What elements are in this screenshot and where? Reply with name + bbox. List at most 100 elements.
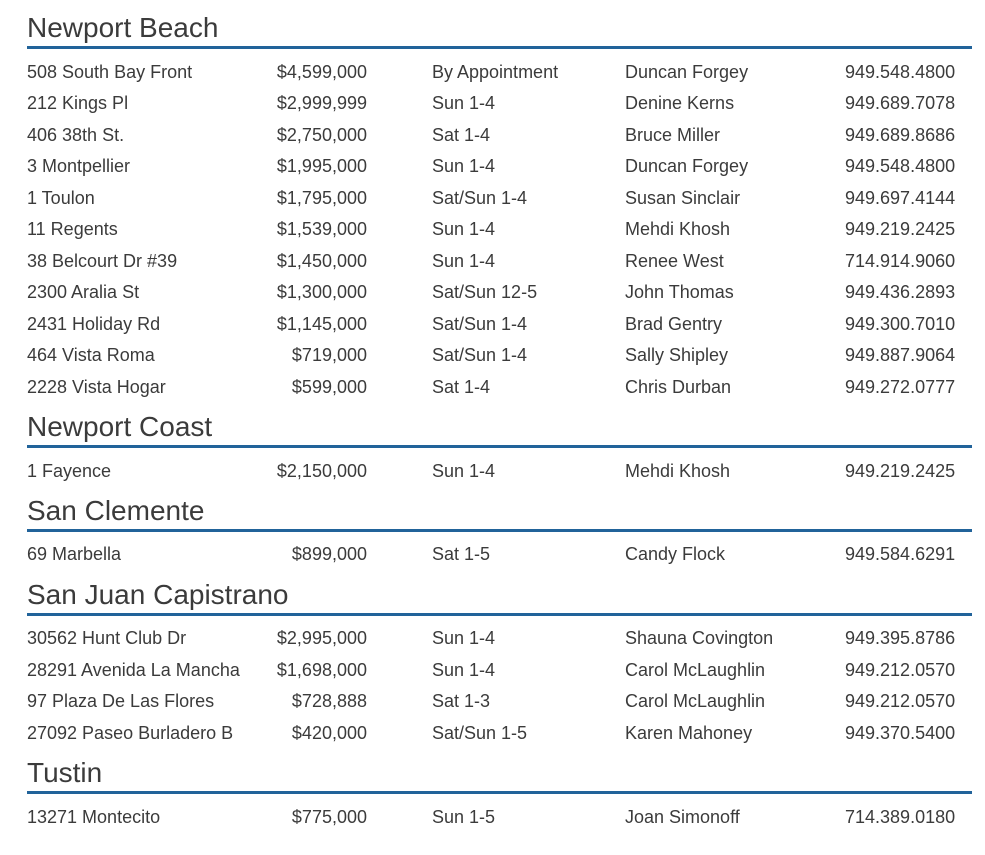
agent-name: Carol McLaughlin — [625, 691, 766, 712]
listing-address: 2431 Holiday Rd — [27, 313, 161, 334]
open-house-time: Sat 1-4 — [432, 376, 491, 397]
listing-row: 11 Regents $1,539,000 Sun 1-4 Mehdi Khos… — [27, 214, 972, 246]
listing-address: 1 Fayence — [27, 460, 112, 481]
agent-name: Renee West — [625, 250, 724, 271]
agent-phone: 949.212.0570 — [845, 659, 956, 680]
agent-name: Denine Kerns — [625, 93, 735, 114]
listing-price: $719,000 — [291, 345, 367, 366]
agent-name: Susan Sinclair — [625, 187, 741, 208]
listing-price: $2,999,999 — [276, 93, 367, 114]
listing-rows: 508 South Bay Front $4,599,000 By Appoin… — [27, 49, 972, 406]
listing-price: $1,539,000 — [276, 219, 367, 240]
open-house-time: Sun 1-4 — [432, 628, 496, 649]
listing-row: 2228 Vista Hogar $599,000 Sat 1-4 Chris … — [27, 371, 972, 403]
listing-row: 2431 Holiday Rd $1,145,000 Sat/Sun 1-4 B… — [27, 308, 972, 340]
agent-phone: 949.219.2425 — [845, 219, 956, 240]
listing-row: 212 Kings Pl $2,999,999 Sun 1-4 Denine K… — [27, 88, 972, 120]
listing-row: 2300 Aralia St $1,300,000 Sat/Sun 12-5 J… — [27, 277, 972, 309]
open-house-time: Sun 1-4 — [432, 156, 496, 177]
listing-price: $2,750,000 — [276, 124, 367, 145]
open-house-time: Sun 1-4 — [432, 219, 496, 240]
open-house-time: Sat/Sun 1-4 — [432, 187, 528, 208]
listing-row: 1 Fayence $2,150,000 Sun 1-4 Mehdi Khosh… — [27, 455, 972, 487]
listing-address: 69 Marbella — [27, 544, 122, 565]
open-house-time: By Appointment — [432, 61, 559, 82]
listing-address: 3 Montpellier — [27, 156, 131, 177]
listing-address: 2300 Aralia St — [27, 282, 140, 303]
agent-phone: 949.887.9064 — [845, 345, 956, 366]
agent-phone: 714.389.0180 — [845, 806, 956, 827]
agent-name: Chris Durban — [625, 376, 732, 397]
listing-price: $728,888 — [291, 691, 367, 712]
listing-address: 38 Belcourt Dr #39 — [27, 250, 178, 271]
open-house-time: Sat/Sun 1-5 — [432, 722, 528, 743]
listing-price: $1,795,000 — [276, 187, 367, 208]
agent-phone: 949.548.4800 — [845, 156, 956, 177]
listing-rows: 13271 Montecito $775,000 Sun 1-5 Joan Si… — [27, 794, 972, 836]
listing-row: 97 Plaza De Las Flores $728,888 Sat 1-3 … — [27, 686, 972, 718]
listing-address: 13271 Montecito — [27, 806, 161, 827]
listing-row: 1 Toulon $1,795,000 Sat/Sun 1-4 Susan Si… — [27, 182, 972, 214]
listing-rows: 1 Fayence $2,150,000 Sun 1-4 Mehdi Khosh… — [27, 448, 972, 490]
open-house-time: Sun 1-4 — [432, 93, 496, 114]
listing-price: $2,995,000 — [276, 628, 367, 649]
listing-address: 28291 Avenida La Mancha — [27, 659, 240, 680]
city-section: San Clemente 69 Marbella $899,000 Sat 1-… — [27, 495, 972, 574]
listing-address: 508 South Bay Front — [27, 61, 193, 82]
listing-address: 97 Plaza De Las Flores — [27, 691, 215, 712]
listing-address: 11 Regents — [27, 219, 118, 240]
agent-phone: 949.212.0570 — [845, 691, 956, 712]
agent-phone: 949.697.4144 — [845, 187, 956, 208]
listing-price: $1,698,000 — [276, 659, 367, 680]
listing-address: 2228 Vista Hogar — [27, 376, 166, 397]
listing-row: 3 Montpellier $1,995,000 Sun 1-4 Duncan … — [27, 151, 972, 183]
listing-row: 508 South Bay Front $4,599,000 By Appoin… — [27, 56, 972, 88]
city-section: Newport Coast 1 Fayence $2,150,000 Sun 1… — [27, 412, 972, 490]
listing-address: 406 38th St. — [27, 124, 125, 145]
open-house-time: Sat/Sun 1-4 — [432, 345, 528, 366]
agent-phone: 949.272.0777 — [845, 376, 956, 397]
agent-phone: 949.689.7078 — [845, 93, 956, 114]
agent-name: Joan Simonoff — [625, 806, 740, 827]
agent-phone: 949.584.6291 — [845, 544, 956, 565]
agent-phone: 949.395.8786 — [845, 628, 956, 649]
agent-name: Bruce Miller — [625, 124, 721, 145]
listing-address: 464 Vista Roma — [27, 345, 155, 366]
listing-row: 30562 Hunt Club Dr $2,995,000 Sun 1-4 Sh… — [27, 623, 972, 655]
city-section: Tustin 13271 Montecito $775,000 Sun 1-5 … — [27, 758, 972, 836]
listing-price: $1,145,000 — [276, 313, 367, 334]
agent-name: Sally Shipley — [625, 345, 729, 366]
listing-price: $899,000 — [291, 544, 367, 565]
agent-name: Brad Gentry — [625, 313, 723, 334]
agent-name: Shauna Covington — [625, 628, 774, 649]
agent-name: John Thomas — [625, 282, 734, 303]
agent-phone: 949.548.4800 — [845, 61, 956, 82]
listing-address: 27092 Paseo Burladero B — [27, 722, 234, 743]
listing-price: $1,995,000 — [276, 156, 367, 177]
agent-name: Mehdi Khosh — [625, 219, 731, 240]
open-house-time: Sat/Sun 12-5 — [432, 282, 538, 303]
listing-row: 38 Belcourt Dr #39 $1,450,000 Sun 1-4 Re… — [27, 245, 972, 277]
open-house-time: Sun 1-5 — [432, 806, 496, 827]
listing-row: 28291 Avenida La Mancha $1,698,000 Sun 1… — [27, 655, 972, 687]
agent-phone: 949.436.2893 — [845, 282, 956, 303]
listing-rows: 30562 Hunt Club Dr $2,995,000 Sun 1-4 Sh… — [27, 616, 972, 752]
city-section: San Juan Capistrano 30562 Hunt Club Dr $… — [27, 579, 972, 752]
open-house-time: Sat 1-5 — [432, 544, 491, 565]
open-house-time: Sun 1-4 — [432, 460, 496, 481]
listing-row: 406 38th St. $2,750,000 Sat 1-4 Bruce Mi… — [27, 119, 972, 151]
open-house-listing-page: Newport Beach 508 South Bay Front $4,599… — [27, 13, 972, 836]
listing-row: 464 Vista Roma $719,000 Sat/Sun 1-4 Sall… — [27, 340, 972, 372]
city-heading: San Juan Capistrano — [27, 579, 972, 617]
open-house-time: Sat 1-4 — [432, 124, 491, 145]
listing-price: $1,450,000 — [276, 250, 367, 271]
listing-address: 1 Toulon — [27, 187, 95, 208]
listing-row: 69 Marbella $899,000 Sat 1-5 Candy Flock… — [27, 539, 972, 571]
open-house-time: Sat 1-3 — [432, 691, 491, 712]
agent-name: Carol McLaughlin — [625, 659, 766, 680]
listing-address: 212 Kings Pl — [27, 93, 129, 114]
open-house-time: Sun 1-4 — [432, 659, 496, 680]
agent-phone: 949.370.5400 — [845, 722, 956, 743]
agent-name: Duncan Forgey — [625, 61, 749, 82]
listing-price: $1,300,000 — [276, 282, 367, 303]
